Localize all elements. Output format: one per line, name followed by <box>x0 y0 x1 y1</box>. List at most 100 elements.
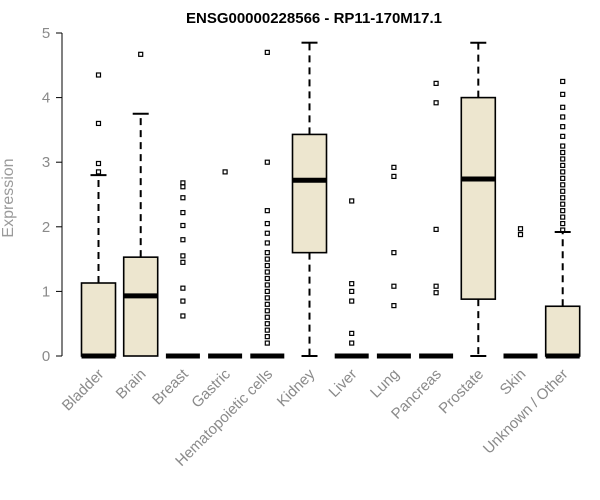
outlier-point <box>560 124 566 130</box>
outlier-point <box>391 173 397 180</box>
outlier-point <box>95 160 102 167</box>
outlier-point <box>264 334 270 340</box>
outlier-point <box>391 250 397 256</box>
outlier-point <box>433 290 439 296</box>
outlier-point <box>180 180 186 186</box>
iqr-box <box>291 133 328 254</box>
outlier-point <box>264 208 270 214</box>
outlier-point <box>264 269 270 275</box>
outlier-point <box>264 308 270 314</box>
outlier-point <box>560 143 566 149</box>
box-5 <box>250 49 285 359</box>
outlier-point <box>95 120 102 127</box>
outlier-point <box>349 281 355 287</box>
outlier-point <box>264 327 270 333</box>
outlier-point <box>180 237 186 243</box>
outlier-point <box>95 169 102 175</box>
box-3 <box>165 180 200 359</box>
outlier-point <box>349 298 355 304</box>
outlier-point <box>560 220 566 227</box>
y-tick-label: 2 <box>42 219 50 236</box>
box-8 <box>376 164 411 359</box>
outlier-point <box>560 91 566 97</box>
outlier-point <box>264 256 270 262</box>
box-10 <box>460 41 497 357</box>
x-tick-label: Breast <box>149 365 192 408</box>
outlier-point <box>180 259 186 265</box>
outlier-point <box>264 288 270 294</box>
outlier-point <box>222 169 228 175</box>
outlier-point <box>560 195 566 201</box>
box-4 <box>208 169 243 359</box>
outlier-point <box>264 295 270 301</box>
outlier-point <box>560 201 566 207</box>
outlier-point <box>560 162 566 169</box>
outlier-point <box>433 226 439 232</box>
outlier-point <box>391 283 397 289</box>
outlier-point <box>180 209 186 216</box>
x-tick-label: Skin <box>497 366 530 399</box>
outlier-point <box>560 182 566 188</box>
outlier-point <box>560 227 566 233</box>
outlier-point <box>560 175 566 181</box>
outlier-point <box>560 169 566 175</box>
outlier-point <box>560 214 566 220</box>
outlier-point <box>180 222 186 229</box>
outlier-point <box>560 114 566 120</box>
outlier-point <box>349 288 355 294</box>
outlier-point <box>391 303 397 309</box>
x-tick-label: Lung <box>367 366 403 402</box>
outlier-point <box>433 80 439 86</box>
outlier-point <box>560 208 566 214</box>
outlier-point <box>180 285 186 291</box>
outlier-point <box>180 298 186 304</box>
outlier-point <box>349 198 355 204</box>
outlier-point <box>517 226 524 232</box>
outlier-point <box>264 340 270 346</box>
iqr-box <box>122 256 159 357</box>
iqr-box <box>544 305 581 357</box>
outlier-point <box>560 104 566 110</box>
y-tick-label: 3 <box>42 154 50 171</box>
y-tick-label: 5 <box>42 25 50 42</box>
box-9 <box>419 80 454 359</box>
outlier-point <box>560 149 566 156</box>
x-tick-label: Brain <box>113 366 150 403</box>
y-axis-label: Expression <box>0 158 17 237</box>
outlier-point <box>264 230 270 236</box>
outlier-point <box>138 51 144 57</box>
outlier-point <box>264 220 270 227</box>
outlier-point <box>560 156 566 162</box>
outlier-point <box>560 133 566 139</box>
outlier-point <box>264 282 270 288</box>
outlier-point <box>517 231 524 238</box>
y-tick-label: 0 <box>42 348 50 365</box>
box-2 <box>122 51 159 357</box>
outlier-point <box>180 253 186 259</box>
box-7 <box>334 198 369 359</box>
box-6 <box>291 41 328 357</box>
iqr-box <box>460 96 497 300</box>
outlier-point <box>560 78 566 85</box>
outlier-point <box>264 49 270 55</box>
outlier-point <box>433 283 439 289</box>
outlier-point <box>560 188 566 194</box>
outlier-point <box>180 313 186 319</box>
x-tick-label: Liver <box>326 366 361 401</box>
outlier-point <box>349 340 355 346</box>
outlier-point <box>264 301 270 307</box>
chart-title: ENSG00000228566 - RP11-170M17.1 <box>186 10 442 27</box>
outlier-point <box>433 100 439 106</box>
x-tick-label: Prostate <box>436 366 488 418</box>
box-11 <box>503 226 538 359</box>
outlier-point <box>264 159 270 165</box>
x-tick-label: Kidney <box>274 365 319 410</box>
outlier-point <box>180 195 186 201</box>
outlier-point <box>264 314 270 320</box>
y-tick-label: 4 <box>42 90 50 107</box>
outlier-point <box>391 164 397 170</box>
outlier-point <box>264 240 270 246</box>
outlier-point <box>95 72 102 78</box>
outlier-point <box>264 321 270 327</box>
